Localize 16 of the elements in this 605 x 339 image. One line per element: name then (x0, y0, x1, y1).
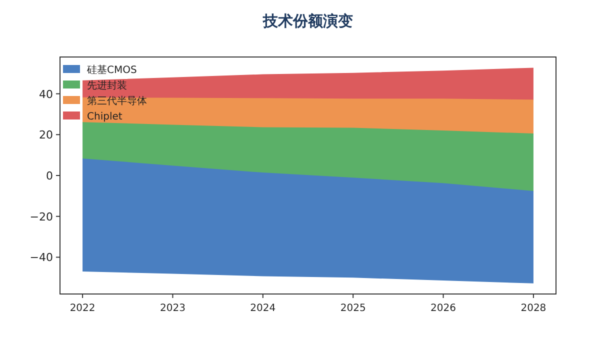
x-tick-label: 2025 (340, 303, 366, 314)
legend-label: 硅基CMOS (86, 64, 137, 76)
legend-label: 先进封装 (87, 80, 127, 92)
y-tick-label: −20 (30, 210, 53, 224)
y-tick-label: 0 (46, 170, 53, 182)
y-tick-label: 40 (39, 88, 53, 101)
x-tick-label: 2023 (160, 303, 186, 314)
legend-label: 第三代半导体 (87, 95, 147, 107)
x-tick-label: 2022 (70, 303, 96, 314)
chart-title: 技术份额演变 (262, 12, 353, 30)
legend-label: Chiplet (87, 112, 122, 122)
x-tick-label: 2024 (250, 303, 276, 314)
y-tick-label: −40 (30, 251, 53, 264)
x-tick-label: 2026 (430, 303, 456, 314)
y-tick-label: 20 (39, 128, 53, 142)
x-tick-label: 2028 (520, 303, 546, 314)
